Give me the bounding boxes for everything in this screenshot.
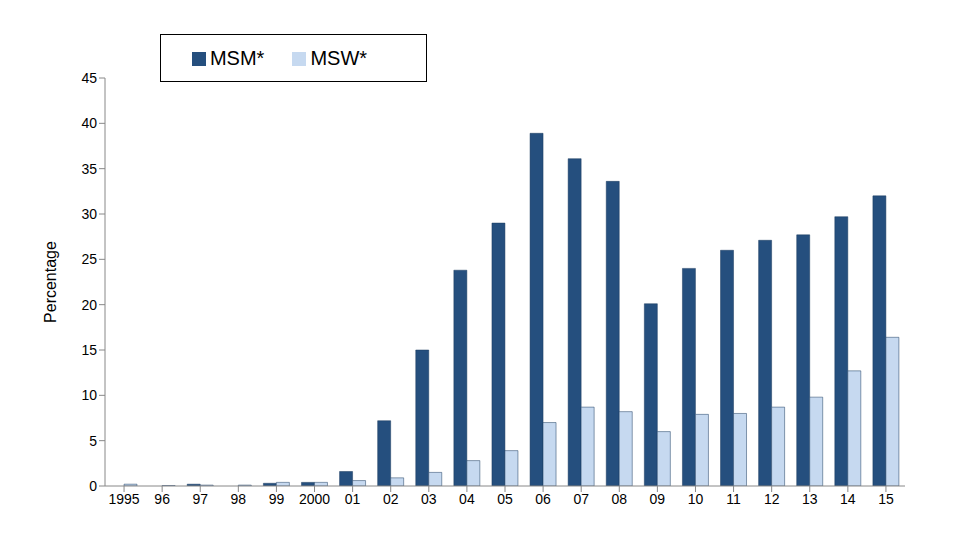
svg-text:05: 05	[497, 491, 513, 507]
svg-text:06: 06	[535, 491, 551, 507]
svg-text:97: 97	[192, 491, 208, 507]
svg-text:10: 10	[81, 387, 97, 403]
svg-text:09: 09	[650, 491, 666, 507]
svg-text:40: 40	[81, 115, 97, 131]
svg-text:2000: 2000	[299, 491, 330, 507]
svg-text:01: 01	[345, 491, 361, 507]
svg-text:96: 96	[154, 491, 170, 507]
svg-text:35: 35	[81, 161, 97, 177]
svg-text:03: 03	[421, 491, 437, 507]
svg-text:11: 11	[726, 491, 741, 507]
svg-text:Percentage: Percentage	[42, 241, 59, 323]
svg-text:20: 20	[81, 297, 97, 313]
svg-text:13: 13	[802, 491, 818, 507]
svg-text:15: 15	[878, 491, 894, 507]
svg-text:1995: 1995	[108, 491, 139, 507]
svg-text:99: 99	[269, 491, 285, 507]
svg-text:07: 07	[573, 491, 589, 507]
svg-text:10: 10	[688, 491, 704, 507]
svg-text:30: 30	[81, 206, 97, 222]
svg-text:5: 5	[89, 433, 97, 449]
svg-text:14: 14	[840, 491, 856, 507]
svg-text:08: 08	[611, 491, 627, 507]
svg-text:25: 25	[81, 251, 97, 267]
html-text:MSW*: MSW*	[310, 46, 368, 69]
svg-text:45: 45	[81, 70, 97, 86]
svg-text:0: 0	[89, 478, 97, 494]
svg-text:02: 02	[383, 491, 399, 507]
svg-text:12: 12	[764, 491, 780, 507]
html-text:MSM*: MSM*	[209, 46, 265, 69]
svg-text:98: 98	[231, 491, 247, 507]
svg-text:04: 04	[459, 491, 475, 507]
svg-text:15: 15	[81, 342, 97, 358]
